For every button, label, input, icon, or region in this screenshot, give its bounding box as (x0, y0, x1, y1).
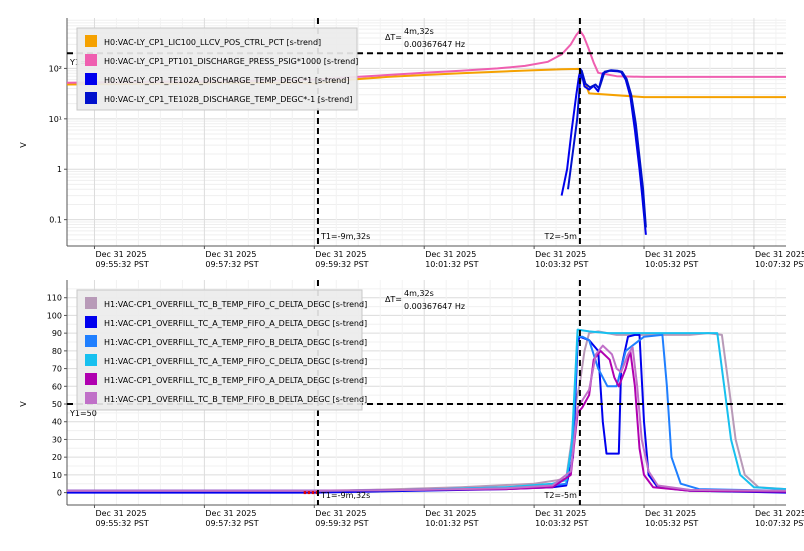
x-tick-time: 09:57:32 PST (205, 519, 258, 528)
x-tick-date: Dec 31 2025 (425, 509, 476, 518)
legend-entry: H1:VAC-CP1_OVERFILL_TC_B_TEMP_FIFO_C_DEL… (104, 300, 367, 309)
x-tick-time: 10:03:32 PST (535, 260, 588, 269)
x-tick-date: Dec 31 2025 (205, 509, 256, 518)
delta-frequency: 0.00367647 Hz (404, 302, 465, 311)
x-tick-time: 10:03:32 PST (535, 519, 588, 528)
legend-entry: H1:VAC-CP1_OVERFILL_TC_B_TEMP_FIFO_B_DEL… (104, 395, 367, 404)
x-tick-time: 10:07:32 PST (755, 260, 804, 269)
delta-t-label: ΔT= (385, 295, 402, 304)
legend-swatch (85, 35, 97, 47)
x-tick-time: 09:59:32 PST (315, 260, 368, 269)
legend-swatch (85, 73, 97, 85)
x-tick-date: Dec 31 2025 (95, 509, 146, 518)
x-tick-date: Dec 31 2025 (755, 250, 804, 259)
y-tick-label: 0.1 (49, 216, 62, 225)
legend-swatch (85, 373, 97, 385)
x-tick-time: 09:59:32 PST (315, 519, 368, 528)
x-tick-date: Dec 31 2025 (425, 250, 476, 259)
y-tick-label: 20 (52, 453, 62, 462)
x-tick-date: Dec 31 2025 (535, 250, 586, 259)
legend-entry: H0:VAC-LY_CP1_LIC100_LLCV_POS_CTRL_PCT [… (104, 38, 321, 47)
x-tick-date: Dec 31 2025 (645, 509, 696, 518)
x-tick-time: 10:07:32 PST (755, 519, 804, 528)
y-tick-label: 40 (52, 418, 62, 427)
x-tick-time: 10:05:32 PST (645, 260, 698, 269)
legend-swatch (85, 335, 97, 347)
y-tick-label: 70 (52, 365, 62, 374)
y-tick-label: 10¹ (49, 115, 62, 124)
y-tick-label: 90 (52, 329, 62, 338)
legend-swatch (85, 92, 97, 104)
y-tick-label: 30 (52, 435, 62, 444)
x-tick-date: Dec 31 2025 (535, 509, 586, 518)
series-line-5 (67, 349, 787, 493)
series-group (67, 328, 787, 494)
legend: H0:VAC-LY_CP1_LIC100_LLCV_POS_CTRL_PCT [… (76, 27, 358, 111)
y-tick-label: 110 (47, 294, 62, 303)
legend-entry: H1:VAC-CP1_OVERFILL_TC_A_TEMP_FIFO_B_DEL… (104, 338, 367, 347)
y-tick-label: 10² (49, 64, 62, 73)
cursor-t2-label: T2=-5m (543, 491, 577, 500)
y-axis-label: V (19, 142, 28, 148)
x-tick-date: Dec 31 2025 (645, 250, 696, 259)
y-tick-label: 10 (52, 471, 62, 480)
data-gap-marker (303, 491, 307, 495)
x-tick-time: 10:05:32 PST (645, 519, 698, 528)
legend-entry: H0:VAC-LY_CP1_TE102B_DISCHARGE_TEMP_DEGC… (104, 95, 352, 104)
y-tick-label: 1 (57, 165, 62, 174)
legend-swatch (85, 316, 97, 328)
grid (67, 18, 786, 246)
y-tick-label: 0 (57, 489, 62, 498)
x-tick-time: 10:01:32 PST (425, 519, 478, 528)
x-tick-date: Dec 31 2025 (315, 250, 366, 259)
legend-swatch (85, 354, 97, 366)
legend-entry: H1:VAC-CP1_OVERFILL_TC_B_TEMP_FIFO_A_DEL… (104, 376, 367, 385)
x-tick-date: Dec 31 2025 (95, 250, 146, 259)
y-tick-label: 60 (52, 382, 62, 391)
x-tick-time: 10:01:32 PST (425, 260, 478, 269)
legend-entry: H1:VAC-CP1_OVERFILL_TC_A_TEMP_FIFO_A_DEL… (104, 319, 367, 328)
data-gap-marker (307, 491, 311, 495)
legend-swatch (85, 392, 97, 404)
y-axis-label: V (19, 401, 28, 407)
legend-swatch (85, 297, 97, 309)
x-tick-time: 09:57:32 PST (205, 260, 258, 269)
legend-box (76, 289, 363, 411)
x-tick-date: Dec 31 2025 (205, 250, 256, 259)
delta-t-value: 4m,32s (404, 27, 434, 36)
x-tick-time: 09:55:32 PST (95, 519, 148, 528)
delta-t-value: 4m,32s (404, 289, 434, 298)
legend-swatch (85, 54, 97, 66)
y-tick-label: 100 (47, 311, 62, 320)
cursor-y1-label: Y1=50 (69, 409, 97, 418)
y-tick-label: 80 (52, 347, 62, 356)
legend-entry: H0:VAC-LY_CP1_PT101_DISCHARGE_PRESS_PSIG… (104, 57, 358, 66)
data-gap-marker (311, 491, 315, 495)
delta-t-label: ΔT= (385, 33, 402, 42)
legend-entry: H1:VAC-CP1_OVERFILL_TC_A_TEMP_FIFO_C_DEL… (104, 357, 367, 366)
series-line-6 (67, 344, 787, 492)
legend-box (76, 27, 358, 111)
legend-entry: H0:VAC-LY_CP1_TE102A_DISCHARGE_TEMP_DEGC… (104, 76, 349, 85)
cursor-t1-label: T1=-9m,32s (320, 491, 370, 500)
x-tick-date: Dec 31 2025 (315, 509, 366, 518)
x-tick-date: Dec 31 2025 (755, 509, 804, 518)
cursor-t1-label: T1=-9m,32s (320, 232, 370, 241)
x-tick-time: 09:55:32 PST (95, 260, 148, 269)
cursor-t2-label: T2=-5m (543, 232, 577, 241)
delta-frequency: 0.00367647 Hz (404, 40, 465, 49)
y-tick-label: 50 (52, 400, 62, 409)
legend: H1:VAC-CP1_OVERFILL_TC_B_TEMP_FIFO_C_DEL… (76, 289, 367, 411)
